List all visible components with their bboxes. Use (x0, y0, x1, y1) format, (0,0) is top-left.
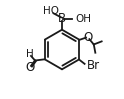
Text: B: B (58, 12, 66, 25)
Text: H: H (26, 49, 34, 59)
Text: HO: HO (43, 6, 59, 16)
Text: Br: Br (87, 59, 100, 72)
Text: OH: OH (76, 14, 92, 24)
Text: O: O (83, 31, 93, 44)
Text: O: O (25, 61, 34, 74)
